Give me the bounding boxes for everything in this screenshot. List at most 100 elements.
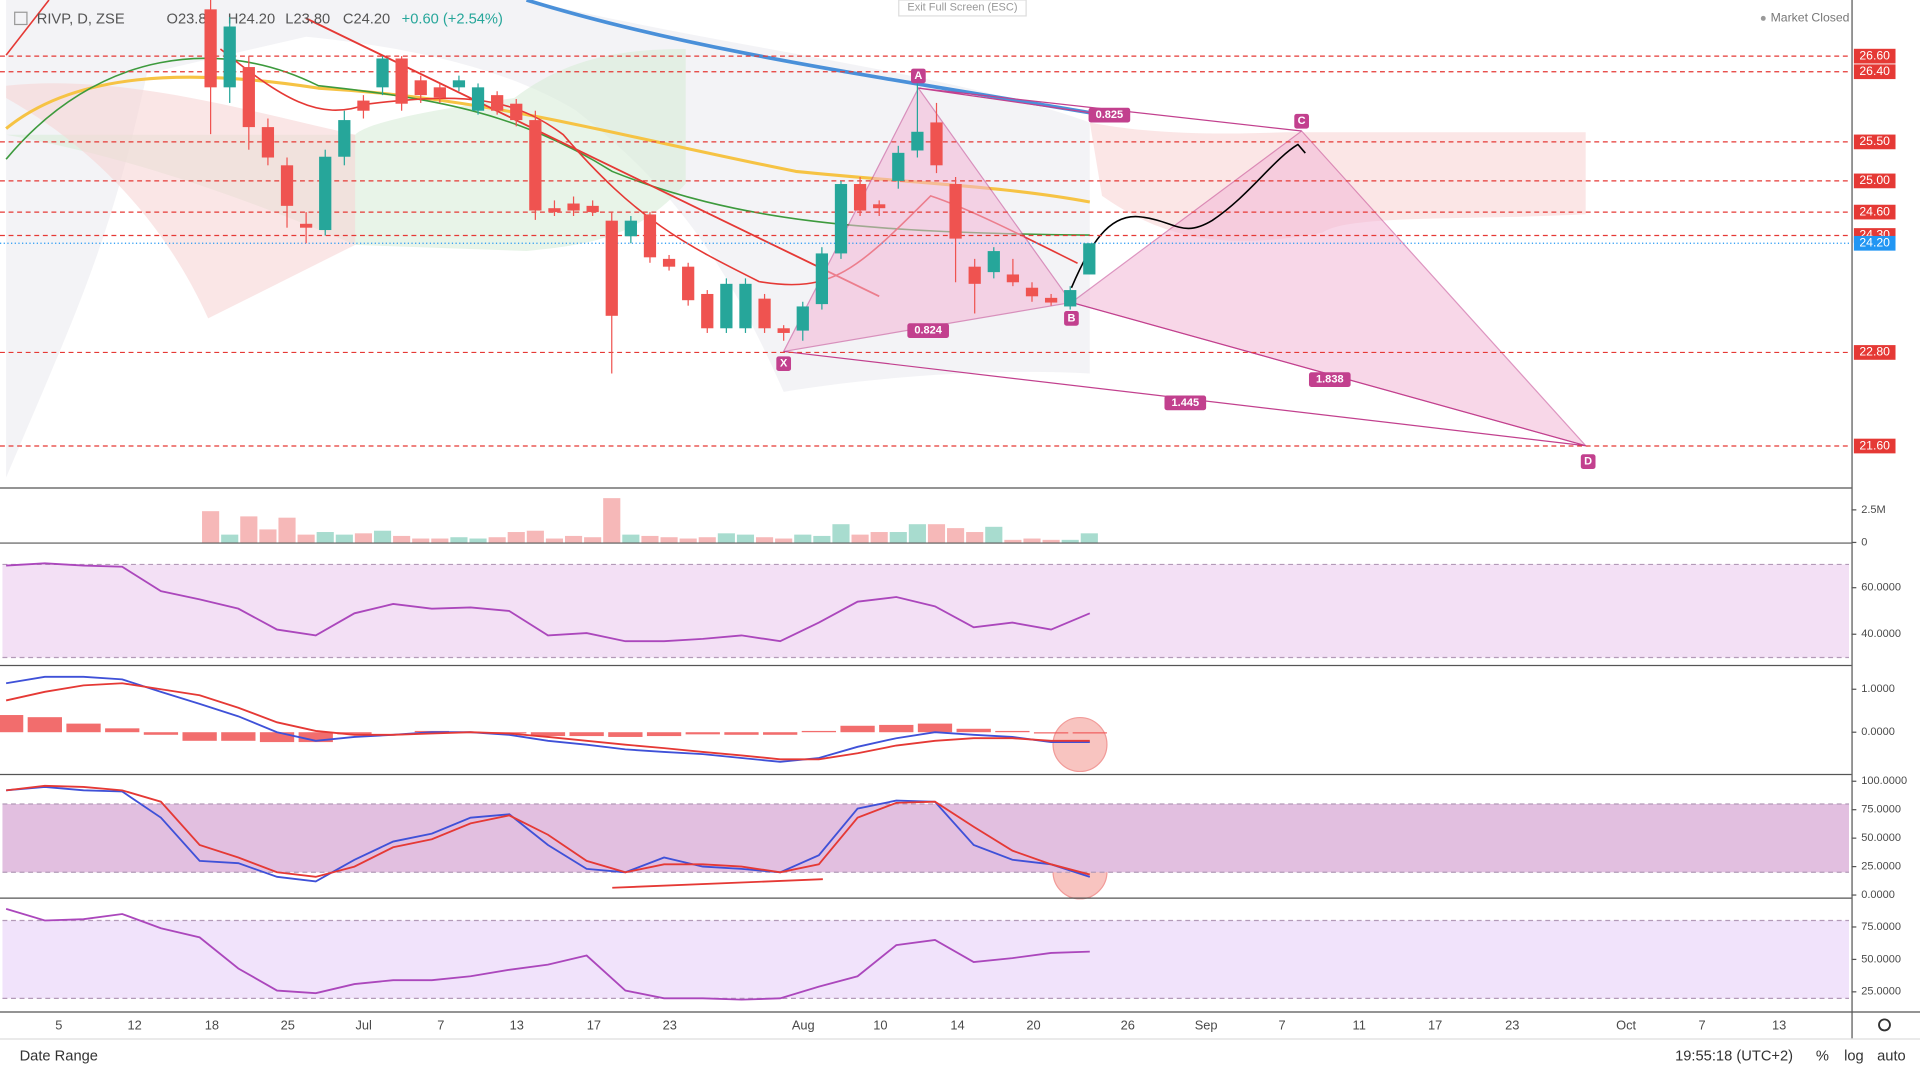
candle-body [777, 328, 790, 333]
candle-body [682, 266, 695, 301]
bollinger-band [6, 0, 1090, 478]
ratio-label: 0.825 [1096, 109, 1124, 121]
price-tag [1853, 438, 1896, 454]
volume-bar [259, 529, 277, 543]
ratio-label: 1.445 [1172, 397, 1200, 409]
histogram-bar [879, 724, 914, 733]
market-status: Market Closed [1771, 11, 1850, 25]
candle-body [376, 58, 389, 88]
price-tag [1853, 134, 1896, 150]
y-tick-label: 60.0000 [1861, 582, 1901, 594]
collapse-icon[interactable] [14, 11, 28, 26]
pattern-tag [1580, 454, 1596, 469]
x-tick-label: 11 [1353, 1018, 1366, 1033]
candle-body [643, 214, 657, 258]
y-tick-label: 50.0000 [1861, 832, 1901, 844]
candle-body [987, 251, 1000, 273]
histogram-bar [143, 732, 179, 735]
candle-body [529, 120, 542, 211]
y-tick-label: 25.0000 [1861, 986, 1901, 998]
y-tick-label: 75.0000 [1861, 921, 1901, 933]
exit-button-bg[interactable] [898, 0, 1027, 17]
candle-body [1064, 290, 1077, 307]
volume-bar [679, 538, 697, 543]
y-tick-label: 25.0000 [1861, 861, 1901, 873]
volume-bar [1042, 539, 1060, 543]
percent-toggle[interactable]: % [1816, 1049, 1829, 1065]
y-tick-label: 0 [1861, 536, 1867, 548]
x-tick-label: Jul [355, 1018, 371, 1033]
price-tag-label: 21.60 [1859, 438, 1890, 452]
x-tick-label: 23 [663, 1018, 677, 1033]
open: O23.80 [167, 11, 215, 27]
ratio-tag [907, 323, 949, 338]
x-tick-label: 7 [1278, 1018, 1285, 1033]
x-tick-label: 5 [55, 1018, 62, 1033]
volume-bar [297, 534, 315, 543]
volume-bar [889, 532, 907, 543]
candle-body [624, 220, 637, 237]
histogram-bar [995, 730, 1030, 733]
settings-icon[interactable] [1878, 1018, 1891, 1032]
candle-body [1025, 287, 1039, 297]
status-dot [1760, 15, 1766, 21]
volume-bar [794, 534, 812, 543]
ratio-tag [1308, 372, 1351, 387]
ratio-tag [1164, 395, 1207, 411]
histogram-bar [569, 732, 604, 737]
candle-body [338, 120, 351, 157]
candle-body [357, 100, 370, 111]
volume-bar [756, 537, 774, 543]
y-tick-label: 1.0000 [1861, 683, 1895, 695]
histogram-bar [66, 723, 101, 733]
x-tick-label: 26 [1121, 1018, 1135, 1033]
candle-body [491, 95, 504, 111]
volume-bar [278, 517, 296, 543]
symbol[interactable]: RIVP, D, ZSE [37, 11, 125, 27]
histogram-bar [337, 732, 372, 735]
date-range[interactable]: Date Range [20, 1049, 98, 1065]
ratio-label: 1.838 [1316, 373, 1344, 385]
x-tick-label: Oct [1616, 1018, 1636, 1033]
volume-bar [1061, 539, 1079, 543]
volume-bar [1004, 539, 1022, 543]
candle-body [395, 58, 408, 104]
candle-body [452, 80, 466, 88]
volume-bar [545, 538, 564, 543]
volume-bar [947, 528, 965, 543]
volume-bar [851, 534, 869, 543]
auto-toggle[interactable]: auto [1877, 1049, 1906, 1065]
price-tag-label: 26.60 [1859, 48, 1890, 62]
y-tick-label: 100.0000 [1861, 775, 1907, 787]
candle-body [739, 283, 752, 329]
candle-body [510, 103, 523, 121]
candle-body [471, 87, 485, 111]
volume-bar [870, 532, 888, 543]
ratio-label: 0.824 [914, 325, 942, 337]
indicator-line [6, 562, 1091, 643]
exit-button[interactable]: Exit Full Screen (ESC) [907, 1, 1017, 13]
volume-bar [660, 537, 678, 543]
histogram-bar [298, 732, 333, 743]
candle-body [605, 220, 618, 316]
x-tick-label: 10 [873, 1018, 887, 1033]
volume-bar [316, 532, 334, 543]
overlays [5, 0, 1588, 900]
candle-body [1006, 274, 1020, 283]
y-tick-label: 0.0000 [1861, 726, 1895, 738]
volume-bar [966, 532, 984, 543]
volume-bar [450, 537, 468, 543]
x-tick-label: 17 [587, 1018, 601, 1033]
histogram-bar [801, 730, 837, 733]
x-tick-label: 13 [1772, 1018, 1786, 1033]
candle-body [433, 87, 446, 98]
pattern-tag [1064, 311, 1079, 326]
price-tag [1853, 48, 1896, 64]
low: L23.80 [285, 11, 330, 27]
highlight-circle [1052, 716, 1108, 773]
x-tick-label: 25 [281, 1018, 295, 1033]
log-toggle[interactable]: log [1844, 1049, 1864, 1065]
pattern-label: C [1298, 115, 1306, 127]
y-tick-label: 50.0000 [1861, 953, 1901, 965]
